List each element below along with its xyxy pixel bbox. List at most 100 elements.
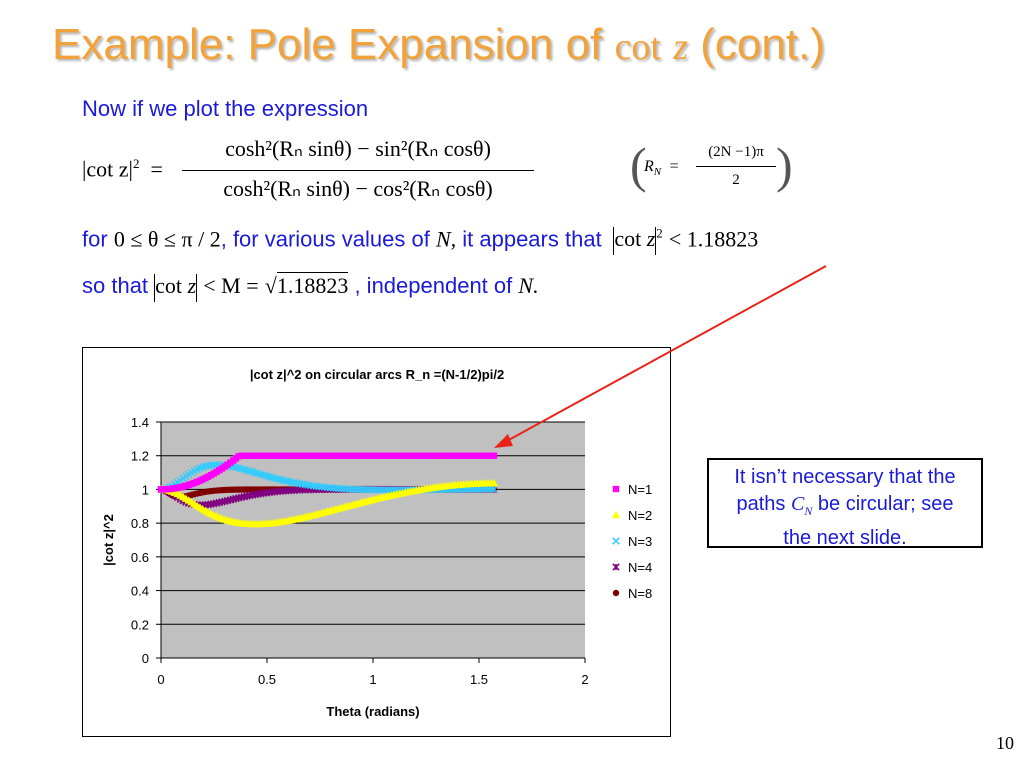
point-n3: [368, 486, 376, 494]
point-n3: [293, 479, 301, 487]
point-n3: [479, 485, 487, 493]
legend-marker-n2: [611, 510, 621, 519]
point-n3: [232, 463, 240, 472]
point-n3: [384, 486, 393, 494]
legend-marker-n8: [612, 589, 620, 597]
point-n3: [298, 480, 307, 488]
point-n3: [390, 486, 398, 494]
point-n3: [370, 486, 379, 494]
point-n3: [365, 486, 373, 494]
point-n3: [251, 469, 260, 477]
x-tick-label: 0: [157, 672, 164, 687]
y-tick-label: 0.4: [131, 584, 149, 599]
point-n3: [382, 486, 390, 494]
point-n3: [351, 485, 359, 494]
equation-lhs: |cot z|2 =: [82, 156, 163, 182]
y-tick-label: 0: [142, 651, 149, 666]
callout-box: It isn’t necessary that the paths CN be …: [707, 458, 983, 549]
slide-title: Example: Pole Expansion of cot z (cont.): [52, 20, 825, 70]
rn-definition: ( RN = (2N −1)π 2 ): [630, 137, 793, 193]
rn-denominator: 2: [732, 172, 740, 188]
point-n3: [470, 485, 479, 493]
fraction-bar: [182, 170, 534, 171]
point-n3: [243, 466, 251, 475]
intro-text: Now if we plot the expression: [82, 96, 369, 121]
point-n3: [357, 485, 365, 494]
y-tick-label: 0.8: [131, 516, 149, 531]
bound-line: so that cot z < M = √1.18823 , independe…: [82, 272, 539, 302]
legend-marker-n1: [612, 485, 620, 493]
point-n3: [259, 471, 268, 479]
point-n3: [284, 477, 293, 486]
point-n3: [487, 485, 495, 493]
point-n3: [271, 474, 279, 482]
arrow-line: [504, 265, 827, 443]
page-number: 10: [996, 733, 1014, 753]
point-n3: [273, 475, 282, 483]
point-n3: [246, 467, 254, 475]
arrowhead: [494, 434, 513, 448]
range-line: for 0 ≤ θ ≤ π / 2, for various values of…: [82, 226, 758, 256]
point-n3: [229, 463, 237, 471]
legend-label-n3: N=3: [628, 534, 652, 549]
legend-marker-n3: [612, 537, 620, 545]
point-n3: [484, 485, 493, 493]
point-n3: [481, 485, 490, 493]
point-n3: [290, 478, 298, 487]
point-n3: [379, 486, 387, 494]
equation-denominator: cosh²(Rₙ sinθ) − cos²(Rₙ cosθ): [223, 176, 493, 201]
y-axis-label: |cot z|^2: [101, 514, 116, 566]
point-n3: [373, 486, 382, 494]
legend-label-n1: N=1: [628, 482, 652, 497]
point-n3: [209, 461, 218, 469]
point-n3: [490, 485, 498, 493]
equation-numerator: cosh²(Rₙ sinθ) − sin²(Rₙ cosθ): [225, 136, 491, 161]
y-tick-label: 1: [142, 482, 149, 497]
x-axis-label: Theta (radians): [326, 704, 419, 719]
legend-label-n8: N=8: [628, 586, 652, 601]
point-n3: [265, 473, 273, 481]
point-n3: [376, 486, 384, 494]
y-tick-label: 0.2: [131, 617, 149, 632]
title-math-var: z: [673, 26, 689, 68]
point-n3: [234, 464, 243, 472]
title-suffix: (cont.): [700, 20, 825, 69]
point-n3: [287, 478, 296, 486]
point-n3: [468, 485, 476, 493]
callout-line-3: the next slide.: [783, 527, 907, 549]
title-text: Example: Pole Expansion of: [52, 20, 603, 69]
y-tick-label: 1.2: [131, 449, 149, 464]
point-n3: [359, 485, 368, 494]
x-tick-label: 0.5: [258, 672, 276, 687]
legend-label-n2: N=2: [628, 508, 652, 523]
title-math-fn: cot: [614, 26, 661, 68]
x-tick-label: 1.5: [470, 672, 488, 687]
y-tick-label: 1.4: [131, 415, 149, 430]
chart-area: |cot z|^2 on circular arcs R_n =(N-1/2)p…: [82, 347, 671, 737]
point-n3: [362, 485, 371, 494]
point-n3: [248, 468, 257, 476]
point-n3: [240, 465, 248, 474]
point-n3: [354, 485, 362, 494]
point-n3: [276, 475, 285, 484]
point-n3: [254, 469, 262, 478]
rn-numerator: (2N −1)π: [708, 144, 764, 160]
point-n3: [262, 472, 271, 480]
point-n3: [257, 470, 265, 479]
x-tick-label: 2: [581, 672, 588, 687]
point-n3: [207, 461, 215, 469]
point-n3: [268, 473, 276, 482]
main-equation: |cot z|2 = cosh²(Rₙ sinθ) − sin²(Rₙ cosθ…: [82, 136, 542, 216]
point-n1: [490, 452, 498, 459]
point-n3: [387, 486, 396, 494]
point-n3: [237, 465, 246, 473]
point-n3: [473, 485, 482, 493]
point-n3: [279, 476, 287, 484]
point-n3: [296, 479, 304, 488]
point-n2: [489, 479, 499, 487]
chart-svg: |cot z|^2 on circular arcs R_n =(N-1/2)p…: [101, 367, 652, 719]
callout-line-1: It isn’t necessary that the: [734, 466, 956, 488]
point-n3: [476, 485, 484, 493]
chart-title: |cot z|^2 on circular arcs R_n =(N-1/2)p…: [250, 367, 504, 382]
